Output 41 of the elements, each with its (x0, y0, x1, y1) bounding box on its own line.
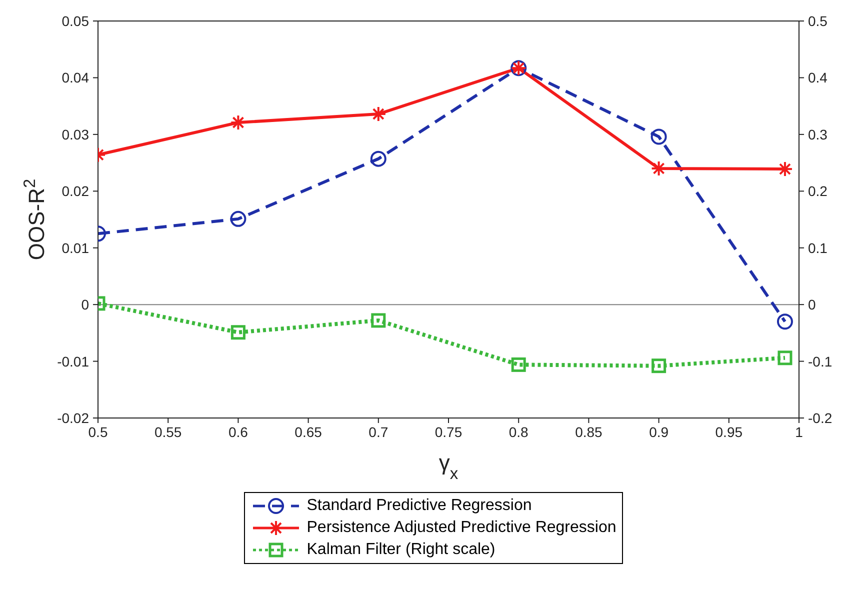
y-tick-label: 0.04 (62, 70, 90, 86)
y-tick-label: 0.05 (62, 12, 90, 29)
x-tick-label: 0.5 (88, 424, 108, 440)
point (511, 357, 526, 372)
point (510, 60, 527, 76)
x-tick-label: 0.85 (575, 424, 603, 440)
x-tick-label: 0.95 (715, 424, 743, 440)
legend-label: Standard Predictive Regression (306, 497, 532, 515)
y2-tick-label: 0.5 (808, 12, 828, 29)
y-tick-label: -0.01 (57, 353, 90, 370)
point (776, 314, 793, 330)
y-tick-label: 0.01 (62, 240, 90, 256)
y2-tick-label: 0.3 (808, 126, 828, 142)
x-tick-label: 1 (795, 424, 804, 440)
x-tick-label: 0.75 (434, 424, 462, 440)
point (652, 358, 666, 374)
y2-tick-label: 0.1 (808, 240, 828, 256)
x-tick-label: 0.8 (508, 424, 529, 440)
y2-tick-label: -0.2 (808, 410, 832, 426)
y-tick-label: 0.02 (62, 183, 90, 200)
y-tick-label: 0 (81, 296, 90, 313)
legend-label: Kalman Filter (Right scale) (306, 541, 496, 559)
y2-tick-label: 0.2 (808, 183, 828, 200)
legend-label: Persistence Adjusted Predictive Regression (306, 519, 616, 537)
x-tick-label: 0.7 (368, 424, 388, 440)
x-tick-label: 0.9 (649, 424, 669, 440)
y2-tick-label: 0 (808, 296, 816, 313)
point (371, 313, 386, 328)
point (370, 150, 386, 167)
x-tick-label: 0.6 (228, 424, 248, 440)
y-tick-label: -0.02 (57, 410, 90, 426)
x-tick-label: 0.65 (294, 424, 322, 440)
y2-tick-label: -0.1 (808, 353, 832, 370)
point (230, 210, 246, 227)
point (650, 128, 667, 145)
y-tick-label: 0.03 (62, 126, 90, 142)
y2-tick-label: 0.4 (808, 70, 828, 86)
point (230, 325, 246, 340)
x-axis-title: γ$_{x}$ (438, 450, 459, 483)
x-tick-label: 0.55 (154, 424, 182, 440)
point (778, 350, 792, 366)
